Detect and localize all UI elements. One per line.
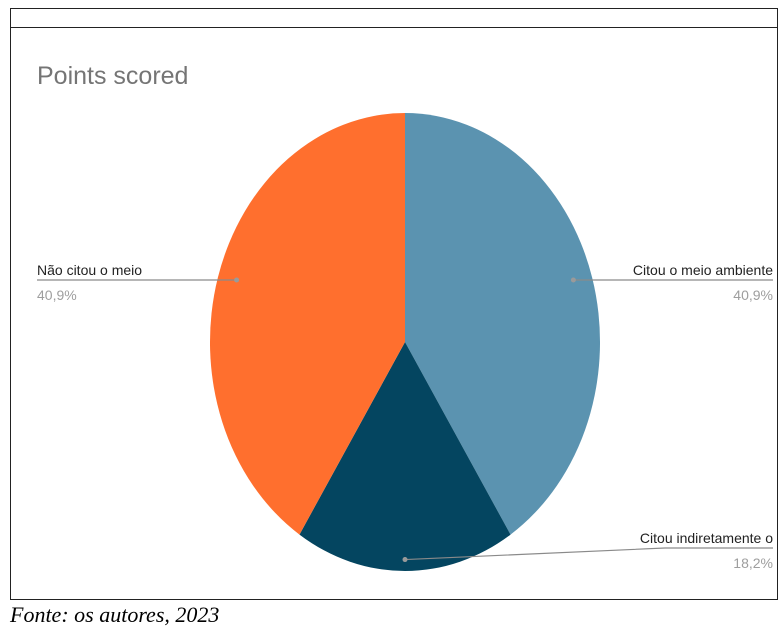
slice-percent-label: 18,2%: [733, 555, 773, 571]
pie-slice: [299, 342, 511, 572]
slice-percent-label: 40,9%: [37, 287, 77, 303]
slice-label: Citou o meio ambiente: [633, 262, 773, 278]
slice-callout: Não citou o meio 40,9%: [37, 262, 240, 303]
top-border-strip: [10, 8, 778, 28]
pie-slices: [209, 113, 601, 572]
chart-title: Points scored: [37, 62, 188, 90]
slice-callout: Citou indiretamente o 18,2%: [402, 530, 773, 571]
slice-percent-label: 40,9%: [733, 287, 773, 303]
slice-label: Citou indiretamente o: [640, 530, 773, 546]
callout-line: [404, 547, 773, 561]
slice-label: Não citou o meio: [37, 262, 142, 278]
slice-callout: Citou o meio ambiente 40,9%: [570, 262, 773, 303]
callout-dot: [570, 277, 576, 283]
callout-dot: [402, 557, 408, 563]
callout-dot: [234, 277, 240, 283]
pie-slice: [209, 113, 405, 535]
figure-caption: Fonte: os autores, 2023: [10, 602, 220, 627]
pie-slice: [405, 113, 601, 535]
slice-labels: Citou o meio ambiente 40,9% Citou indireta…: [37, 262, 773, 571]
